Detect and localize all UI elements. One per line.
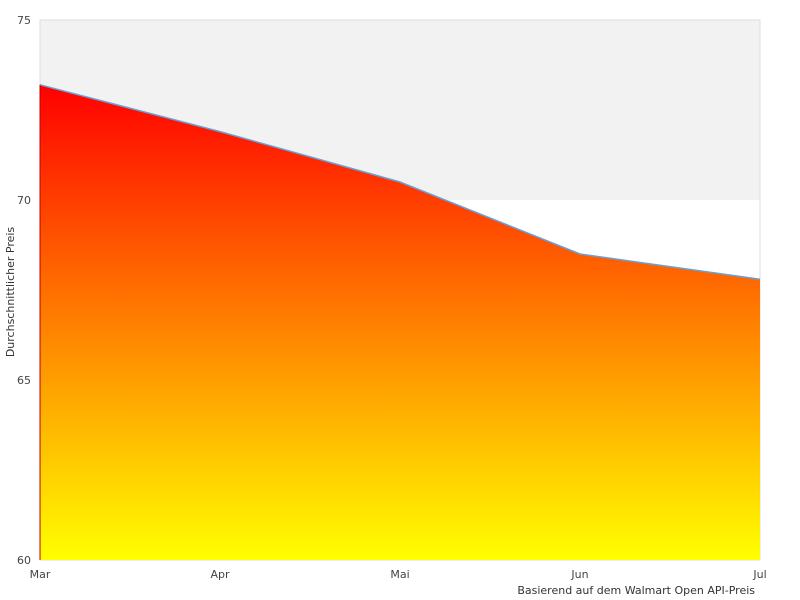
series-line [39,84,761,280]
y-tick-label: 75 [17,14,31,27]
x-tick-label: Jul [752,568,766,581]
x-axis-ticks: Mar Apr Mai Jun Jul [30,568,767,581]
x-tick-label: Jun [570,568,588,581]
y-axis-title: Durchschnittlicher Preis [4,227,17,358]
y-axis-ticks: 60 65 70 75 [17,14,31,567]
x-tick-label: Mar [30,568,51,581]
source-note: Basierend auf dem Walmart Open API-Preis [517,584,755,597]
y-tick-label: 70 [17,194,31,207]
y-tick-label: 60 [17,554,31,567]
y-tick-label: 65 [17,374,31,387]
series-area [40,84,760,561]
x-tick-label: Mai [390,568,409,581]
x-tick-label: Apr [210,568,230,581]
